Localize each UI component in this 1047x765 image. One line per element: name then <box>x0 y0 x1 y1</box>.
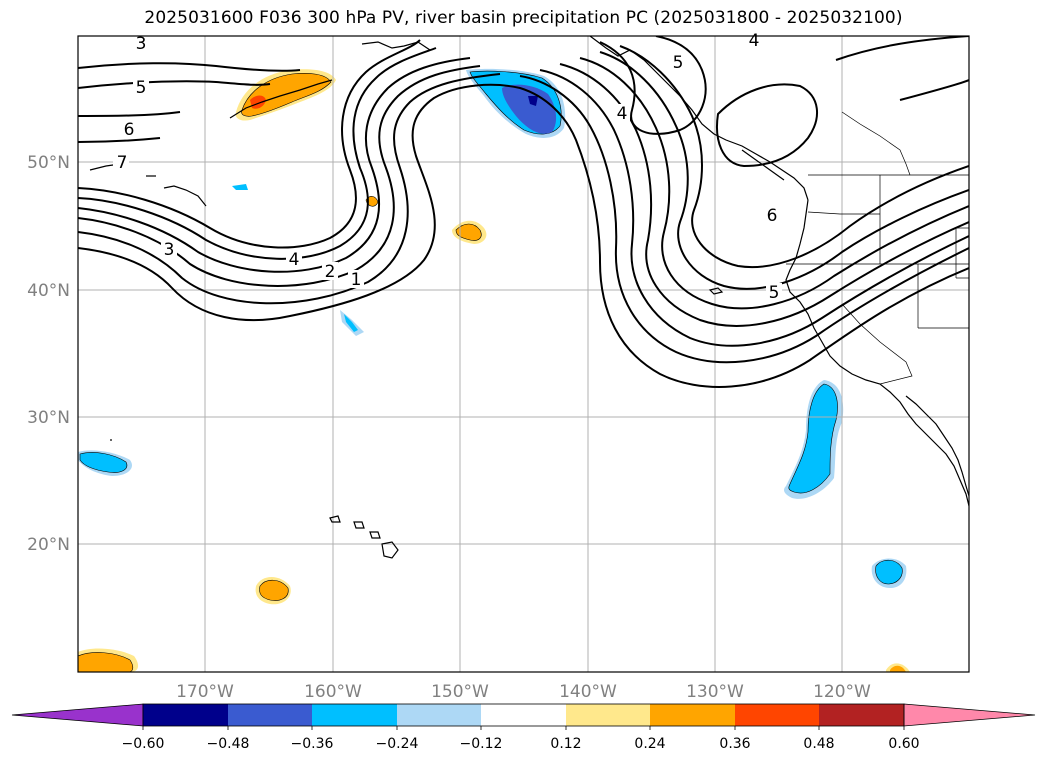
lat-label-40n: 40°N <box>27 281 70 301</box>
colorbar-bin <box>735 704 819 726</box>
colorbar-bin <box>819 704 904 726</box>
colorbar-bin <box>143 704 228 726</box>
colorbar-tick-label: −0.24 <box>376 736 419 752</box>
contour-label: 7 <box>117 153 128 173</box>
contour-label: 4 <box>289 250 300 270</box>
contour-label: 6 <box>767 206 778 226</box>
map-title: 2025031600 F036 300 hPa PV, river basin … <box>144 8 903 28</box>
colorbar-bin <box>650 704 735 726</box>
colorbar-tick-label: 0.12 <box>550 736 581 752</box>
contour-label: 3 <box>136 34 147 54</box>
contour-label: 5 <box>673 53 684 73</box>
colorbar-tick-label: −0.12 <box>460 736 503 752</box>
coastlines <box>89 36 969 559</box>
colorbar-bin <box>397 704 481 726</box>
colorbar-tick-label: 0.48 <box>803 736 834 752</box>
colorbar-tick-label: −0.48 <box>207 736 250 752</box>
contour-label: 2 <box>325 262 336 282</box>
lat-label-30n: 30°N <box>27 408 70 428</box>
colorbar-bin <box>312 704 397 726</box>
contour-labels: 3 5 6 7 4 2 1 3 4 5 6 5 4 <box>113 30 782 303</box>
colorbar-bin <box>566 704 650 726</box>
contour-label: 4 <box>749 31 760 51</box>
map-frame <box>77 35 970 673</box>
lon-label-140w: 140°W <box>559 682 617 702</box>
lat-label-50n: 50°N <box>27 153 70 173</box>
colorbar-extend-max <box>903 703 1036 727</box>
colorbar-tick-label: −0.60 <box>122 736 165 752</box>
lat-label-20n: 20°N <box>27 535 70 555</box>
precip-shading <box>78 68 910 672</box>
colorbar-extend-min <box>11 703 144 727</box>
colorbar-ticks <box>142 726 905 730</box>
contour-label: 5 <box>136 78 147 98</box>
colorbar-bin <box>228 704 312 726</box>
lon-label-130w: 130°W <box>686 682 744 702</box>
contour-label: 6 <box>124 120 135 140</box>
lon-labels: 170°W 160°W 150°W 140°W 130°W 120°W <box>176 682 871 702</box>
colorbar-bin <box>481 704 566 726</box>
pv-contours <box>78 36 969 388</box>
lon-label-150w: 150°W <box>431 682 489 702</box>
colorbar-tick-label: 0.24 <box>634 736 665 752</box>
lon-label-170w: 170°W <box>176 682 234 702</box>
contour-label: 3 <box>164 240 175 260</box>
contour-label: 4 <box>617 104 628 124</box>
borders <box>786 111 969 385</box>
colorbar-tick-label: −0.36 <box>291 736 334 752</box>
graticule <box>78 36 969 672</box>
colorbar-tick-label: 0.36 <box>719 736 750 752</box>
contour-label: 5 <box>769 283 780 303</box>
colorbar: −0.60 −0.48 −0.36 −0.24 −0.12 0.12 0.24 … <box>11 703 1036 752</box>
lon-label-160w: 160°W <box>304 682 362 702</box>
contour-label: 1 <box>351 270 362 290</box>
lon-label-120w: 120°W <box>813 682 871 702</box>
colorbar-tick-label: 0.60 <box>888 736 919 752</box>
lat-labels: 50°N 40°N 30°N 20°N <box>27 153 70 555</box>
